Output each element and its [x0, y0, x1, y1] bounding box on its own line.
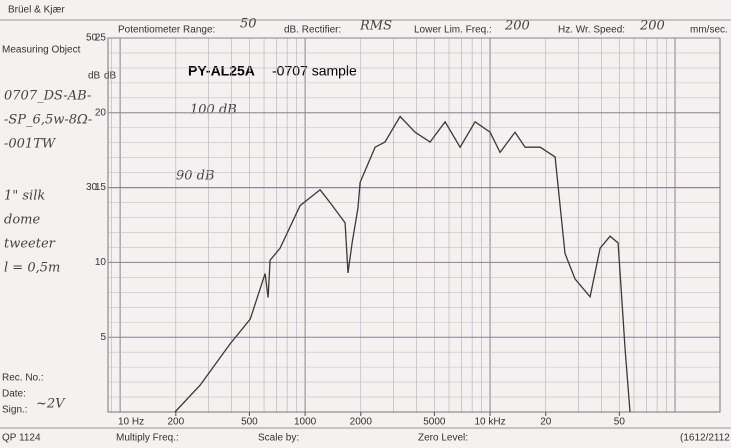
chart-subtitle: -0707 sample [272, 63, 357, 79]
x-tick-label: 2000 [350, 417, 373, 428]
note: -001TW [4, 137, 57, 152]
pot-value: 50 [240, 17, 257, 32]
x-tick-label: 1000 [294, 417, 317, 428]
x-tick-label: 5000 [423, 417, 446, 428]
sign-label: Sign.: [2, 405, 28, 416]
note: tweeter [4, 237, 56, 252]
note: 1" silk [4, 189, 45, 204]
x-tick-label: 20 [540, 417, 552, 428]
footer-zero: Zero Level: [418, 433, 468, 444]
footer-code: QP 1124 [2, 433, 41, 444]
object-label: Measuring Object [2, 45, 81, 56]
x-tick-label: 500 [241, 417, 258, 428]
footer-multiply: Multiply Freq.: [116, 433, 179, 444]
speed-label: Hz. Wr. Speed: [558, 25, 625, 36]
footer-scale: Scale by: [258, 433, 299, 444]
annotation: 90 dB [176, 169, 215, 184]
note: l = 0,5m [4, 261, 60, 276]
rec-label: Rec. No.: [2, 373, 44, 384]
footer-ref: (1612/2112 [680, 433, 730, 444]
date-label: Date: [2, 389, 26, 400]
x-tick-label: 200 [167, 417, 184, 428]
speed-unit: mm/sec. [690, 25, 728, 36]
y-tick-label: 50 [86, 33, 98, 44]
note: 0707_DS-AB- [4, 89, 91, 104]
x-unit: 10 Hz [118, 417, 144, 428]
llf-label: Lower Lim. Freq.: [414, 25, 492, 36]
y2-unit: dB [104, 71, 117, 82]
x-tick-label: 50 [614, 417, 626, 428]
y2-tick-label: 20 [95, 107, 107, 118]
note: -SP_6,5w-8Ω- [4, 113, 92, 128]
sign-value: ~2V [36, 397, 66, 412]
response-curve [174, 115, 631, 413]
y2-tick-label: 25 [95, 33, 107, 44]
note: dome [4, 213, 40, 228]
y2-tick-label: 15 [95, 182, 107, 193]
y-unit: dB [88, 71, 101, 82]
chart-title: PY-AL25A [188, 63, 255, 79]
brand: Brüel & Kjær [8, 5, 65, 16]
llf-value: 200 [504, 19, 530, 34]
speed-value: 200 [639, 19, 665, 34]
rect-label: dB. Rectifier: [284, 25, 341, 36]
rect-value: RMS [359, 19, 392, 34]
x-tick-label: 10 kHz [475, 417, 506, 428]
y2-tick-label: 5 [100, 332, 106, 343]
pot-label: Potentiometer Range: [118, 25, 215, 36]
y-tick-label: 30 [86, 182, 98, 193]
annotation: 100 dB [190, 103, 237, 118]
y2-tick-label: 10 [95, 257, 107, 268]
